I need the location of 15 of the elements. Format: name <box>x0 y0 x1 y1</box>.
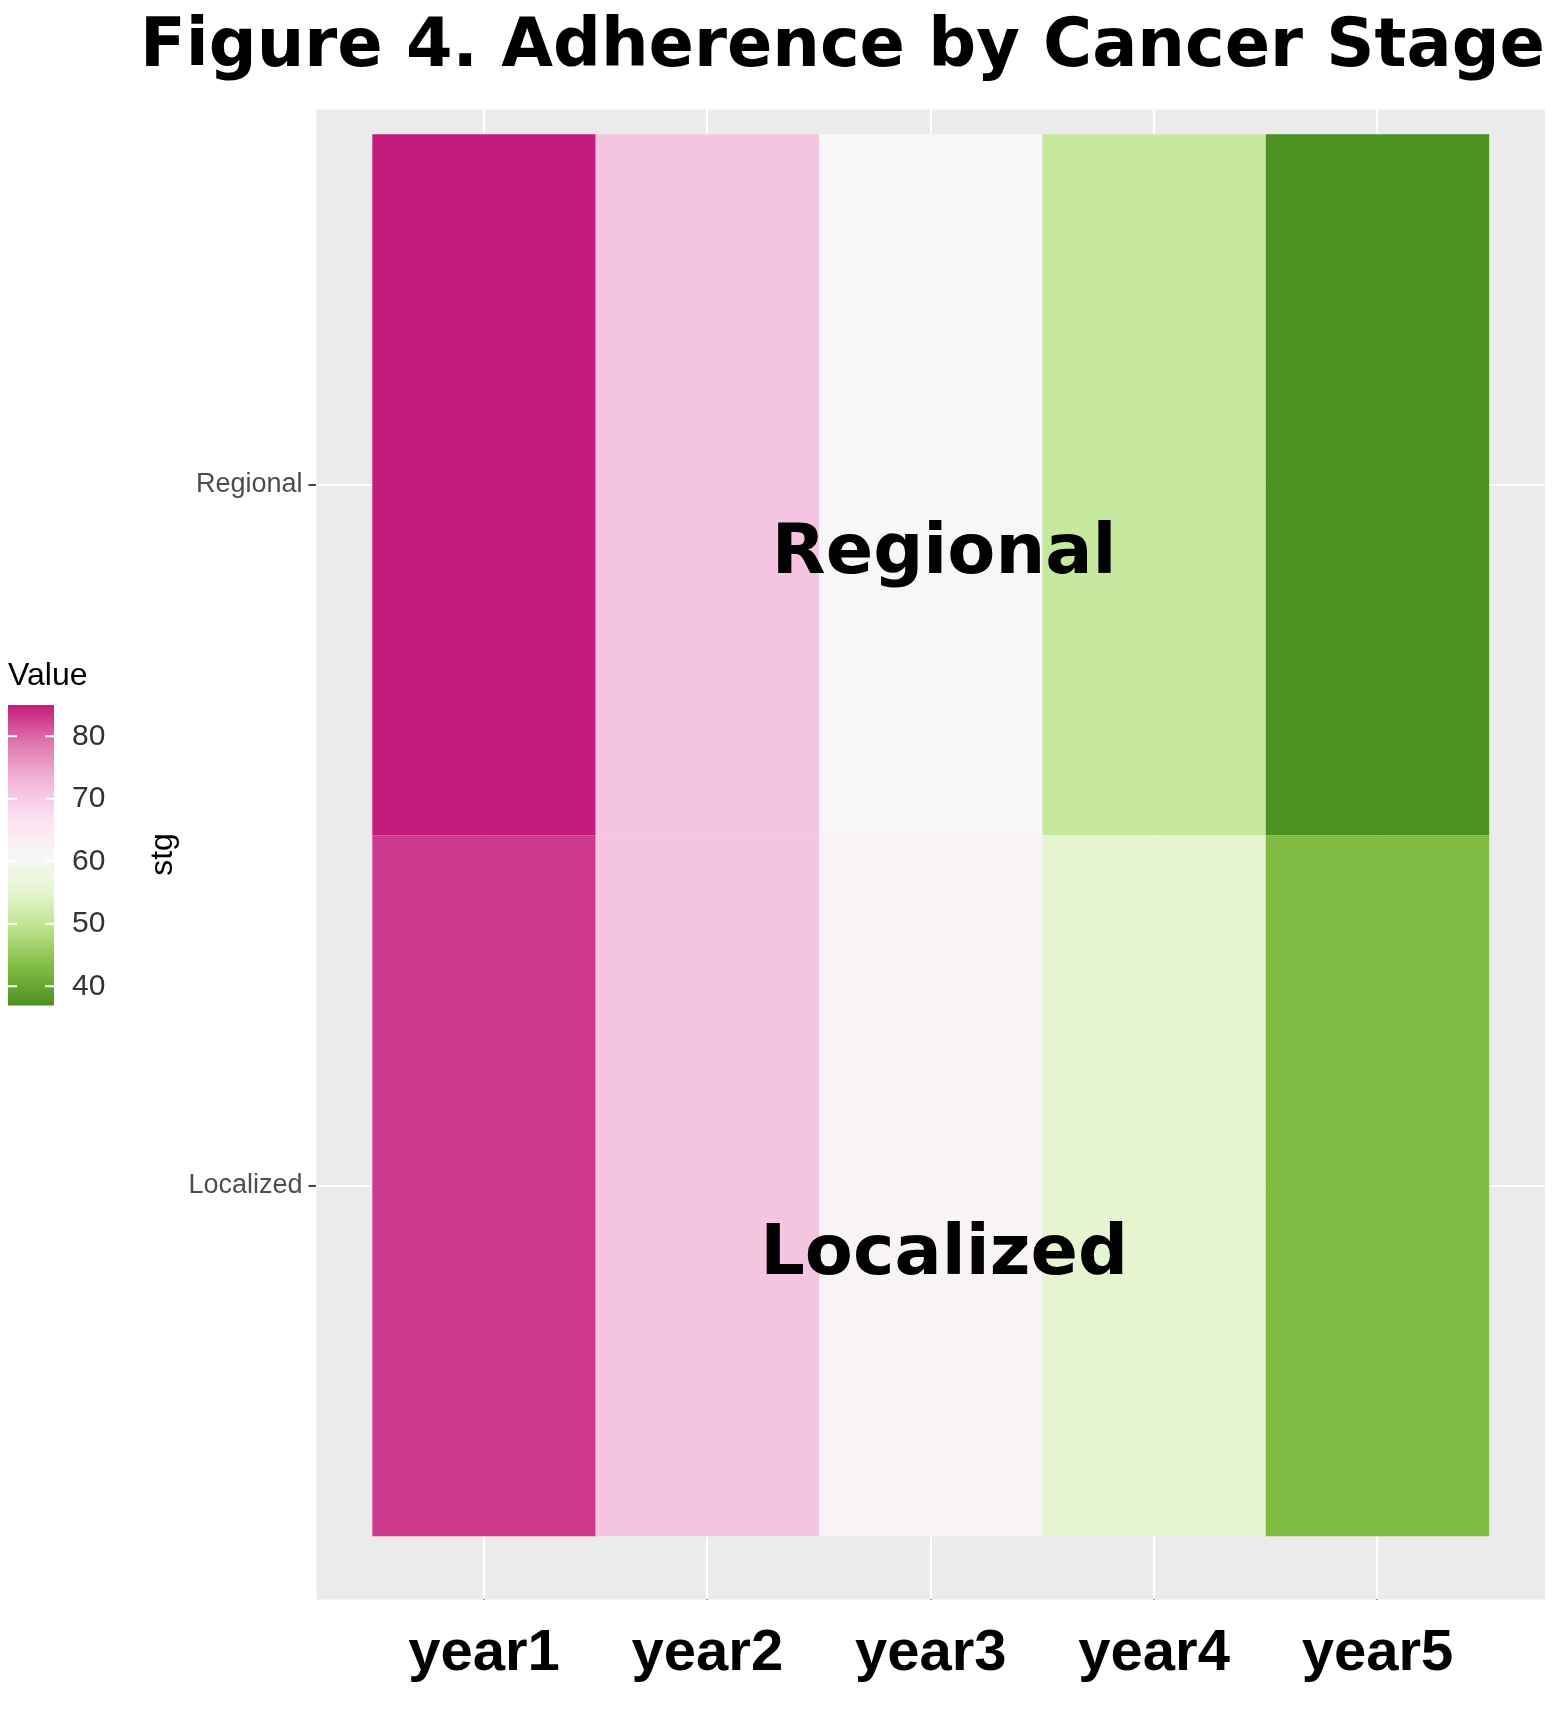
chart-title: Figure 4. Adherence by Cancer Stage <box>140 2 1545 83</box>
x-tick-label: year4 <box>1078 1617 1230 1683</box>
annotation: Localized <box>760 1209 1129 1292</box>
color-bar-label: 50 <box>72 905 106 939</box>
color-bar-title: Value <box>8 656 88 692</box>
annotation: Regional <box>771 507 1117 590</box>
color-bar-label: 60 <box>72 842 106 876</box>
x-tick-label: year1 <box>408 1617 560 1683</box>
y-axis-title: stg <box>143 833 180 876</box>
x-tick-label: year5 <box>1301 1617 1454 1683</box>
x-tick-label: year2 <box>631 1617 784 1683</box>
color-bar-label: 70 <box>72 780 106 814</box>
x-tick-label: year3 <box>854 1617 1007 1683</box>
color-bar-label: 40 <box>72 967 106 1001</box>
color-bar-label: 80 <box>72 717 106 751</box>
